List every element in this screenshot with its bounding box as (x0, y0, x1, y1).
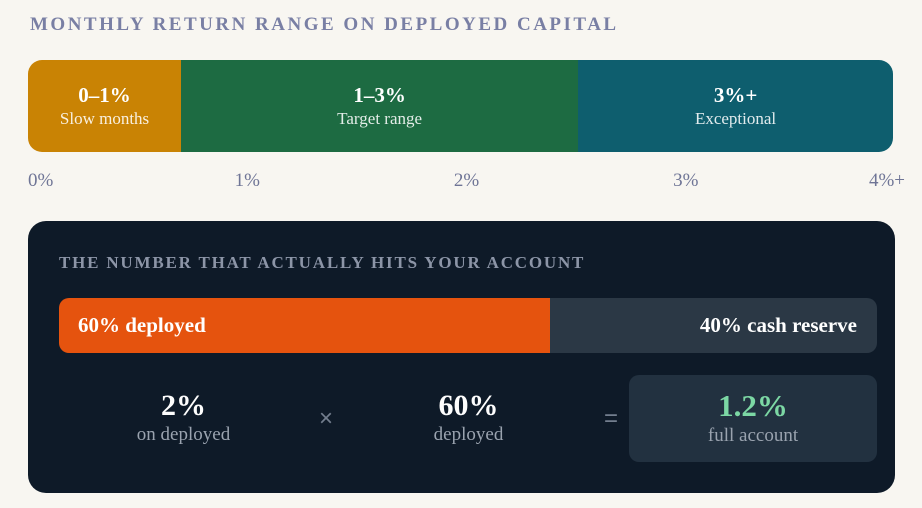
range-segment-exceptional-range: 3%+ (713, 82, 758, 107)
allocation-reserve-label: 40% cash reserve (699, 313, 857, 337)
axis-tick-3: 3% (673, 170, 699, 191)
equation-term-rate-value: 2% (161, 388, 206, 422)
allocation-deployed-segment: 60% deployed (59, 298, 550, 353)
range-segment-exceptional: 3%+ Exceptional (578, 60, 893, 152)
axis-tick-2: 2% (453, 170, 480, 191)
range-segment-slow: 0–1% Slow months (28, 60, 182, 152)
allocation-deployed-label: 60% deployed (78, 313, 206, 337)
equation-result-value: 1.2% (718, 388, 788, 424)
range-segment-target-label: Target range (337, 109, 423, 129)
equation-term-rate: 2% on deployed (59, 389, 308, 448)
axis-tick-0: 0% (28, 170, 54, 191)
range-segment-exceptional-label: Exceptional (694, 109, 777, 129)
card-title: THE NUMBER THAT ACTUALLY HITS YOUR ACCOU… (59, 253, 586, 272)
multiply-operator: × (318, 404, 333, 432)
x-axis-ticks: 0% 1% 2% 3% 4%+ (28, 170, 905, 196)
allocation-reserve-segment: 40% cash reserve (549, 298, 877, 353)
equals-operator: = (603, 404, 618, 432)
equation-term-rate-caption: on deployed (136, 424, 231, 446)
range-segment-target-range: 1–3% (353, 82, 406, 107)
equation-term-deployed-caption: deployed (433, 424, 504, 446)
equation-result-box: 1.2% full account (629, 375, 877, 462)
axis-tick-4: 4%+ (868, 170, 905, 191)
equation-term-deployed-value: 60% (438, 388, 499, 422)
range-segment-target: 1–3% Target range (181, 60, 579, 152)
return-equation: 2% on deployed × 60% deployed = 1.2% ful… (59, 375, 877, 462)
range-segment-slow-range: 0–1% (78, 82, 131, 107)
page-title: MONTHLY RETURN RANGE ON DEPLOYED CAPITAL (30, 14, 619, 35)
range-segment-slow-label: Slow months (59, 109, 150, 129)
account-impact-card: THE NUMBER THAT ACTUALLY HITS YOUR ACCOU… (28, 221, 895, 493)
return-range-bar: 0–1% Slow months 1–3% Target range 3%+ E… (28, 60, 893, 152)
allocation-bar: 60% deployed 40% cash reserve (59, 298, 877, 353)
equation-result-caption: full account (707, 424, 799, 446)
axis-tick-1: 1% (234, 170, 260, 191)
equation-term-deployed: 60% deployed (344, 389, 593, 448)
